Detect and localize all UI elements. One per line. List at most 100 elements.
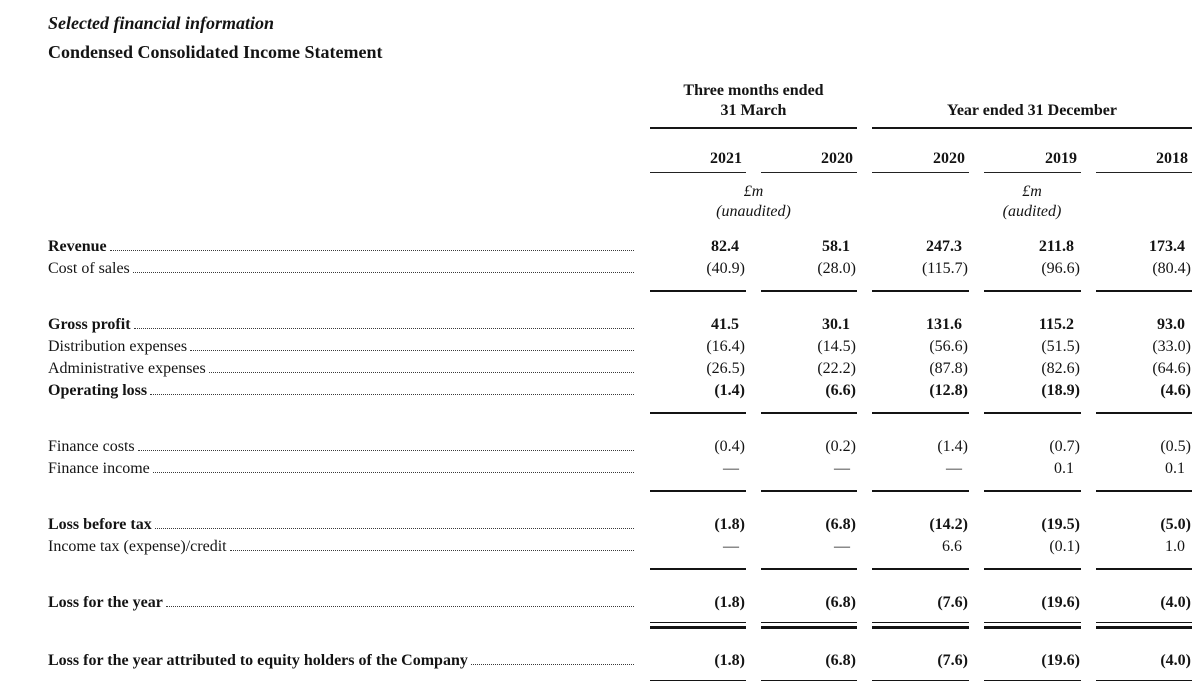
single-rule-segment [857, 402, 969, 436]
value-cell: — [834, 538, 850, 555]
single-rule-segment [1081, 480, 1192, 514]
header-spacer [48, 175, 635, 236]
value-cell: (0.2) [825, 438, 856, 455]
row-label: Revenue [48, 238, 107, 255]
value-cell: (96.6) [1041, 260, 1080, 277]
rule-line [650, 290, 746, 292]
rule-line [1096, 412, 1192, 414]
value-cell: (80.4) [1152, 260, 1191, 277]
value-cell: (1.8) [714, 652, 745, 669]
single-rule-segment [1081, 402, 1192, 436]
header-spacer [48, 129, 635, 175]
unit-note-unaudited: £m (unaudited) [635, 175, 857, 236]
rule-line [872, 412, 969, 414]
row-label: Finance costs [48, 438, 135, 455]
rule-line [872, 680, 969, 681]
value-cell: (6.8) [825, 594, 856, 611]
value-cell: (0.5) [1160, 438, 1191, 455]
year-column-header: 2020 [746, 129, 857, 175]
single-rule-segment [857, 280, 969, 314]
rule-line [984, 490, 1081, 492]
rule-line [872, 568, 969, 570]
rule-line [1096, 290, 1192, 292]
rule-line [650, 412, 746, 414]
year-label: 2021 [710, 150, 742, 167]
value-cell: (4.6) [1160, 382, 1191, 399]
dot-leader [133, 328, 634, 329]
row-label: Operating loss [48, 382, 148, 399]
year-rule [984, 172, 1081, 173]
value-cell: (33.0) [1152, 338, 1191, 355]
value-cell: 0.1 [1054, 460, 1074, 477]
year-rule [872, 172, 969, 173]
dot-leader [137, 450, 634, 451]
value-cell: 82.4 [711, 238, 739, 255]
value-cell: (12.8) [929, 382, 968, 399]
value-cell: (5.0) [1160, 516, 1191, 533]
value-cell: (1.8) [714, 594, 745, 611]
single-rule-segment [969, 558, 1081, 592]
dot-leader [152, 472, 634, 473]
rule-spacer [48, 672, 635, 684]
rule-spacer [48, 480, 635, 514]
column-group-three-months: Three months ended 31 March [635, 79, 857, 129]
rule-spacer [48, 558, 635, 592]
rule-line [1096, 622, 1192, 623]
year-rule [761, 172, 857, 173]
rule-line [872, 626, 969, 629]
rule-line [650, 680, 746, 681]
row-label-cell: Distribution expenses [48, 336, 635, 358]
value-cell: (115.7) [921, 260, 968, 277]
rule-line [872, 290, 969, 292]
value-cell: 6.6 [942, 538, 962, 555]
value-cell: 41.5 [711, 316, 739, 333]
row-label: Income tax (expense)/credit [48, 538, 227, 555]
rule-line [761, 412, 857, 414]
single-rule-segment [857, 558, 969, 592]
double-rule-segment [969, 672, 1081, 684]
row-label: Loss for the year [48, 594, 163, 611]
value-cell: — [723, 538, 739, 555]
value-cell: (6.8) [825, 652, 856, 669]
value-cell: 173.4 [1149, 238, 1185, 255]
value-cell: (28.0) [817, 260, 856, 277]
year-column-header: 2018 [1081, 129, 1192, 175]
rule-line [1096, 626, 1192, 629]
rule-line [984, 626, 1081, 629]
value-cell: 93.0 [1157, 316, 1185, 333]
unit-audit-status: (audited) [1002, 203, 1062, 220]
rule-line [761, 490, 857, 492]
value-cell: (19.6) [1041, 652, 1080, 669]
value-cell: (16.4) [706, 338, 745, 355]
value-cell: (1.4) [937, 438, 968, 455]
rule-line [650, 622, 746, 623]
rule-line [1096, 568, 1192, 570]
value-cell: 58.1 [822, 238, 850, 255]
year-column-header: 2020 [857, 129, 969, 175]
row-label-cell: Administrative expenses [48, 358, 635, 380]
row-label-cell: Loss for the year attributed to equity h… [48, 650, 635, 672]
rule-line [984, 568, 1081, 570]
statement-title: Condensed Consolidated Income Statement [48, 42, 383, 62]
year-rule [1096, 172, 1192, 173]
column-group-rule [872, 127, 1192, 129]
year-rule [650, 172, 746, 173]
value-cell: 0.1 [1165, 460, 1185, 477]
value-cell: (82.6) [1041, 360, 1080, 377]
value-cell: (0.7) [1049, 438, 1080, 455]
rule-line [1096, 680, 1192, 681]
single-rule-segment [969, 280, 1081, 314]
year-label: 2020 [933, 150, 965, 167]
value-cell: 30.1 [822, 316, 850, 333]
column-group-rule [650, 127, 857, 129]
column-group-wrap: Three months ended 31 March [650, 79, 857, 129]
row-label: Cost of sales [48, 260, 130, 277]
value-cell: (0.1) [1049, 538, 1080, 555]
single-rule-segment [969, 480, 1081, 514]
value-cell: 1.0 [1165, 538, 1185, 555]
year-label: 2019 [1045, 150, 1077, 167]
double-rule-segment [1081, 672, 1192, 684]
rule-line [650, 626, 746, 629]
value-cell: (26.5) [706, 360, 745, 377]
value-cell: 115.2 [1038, 316, 1074, 333]
